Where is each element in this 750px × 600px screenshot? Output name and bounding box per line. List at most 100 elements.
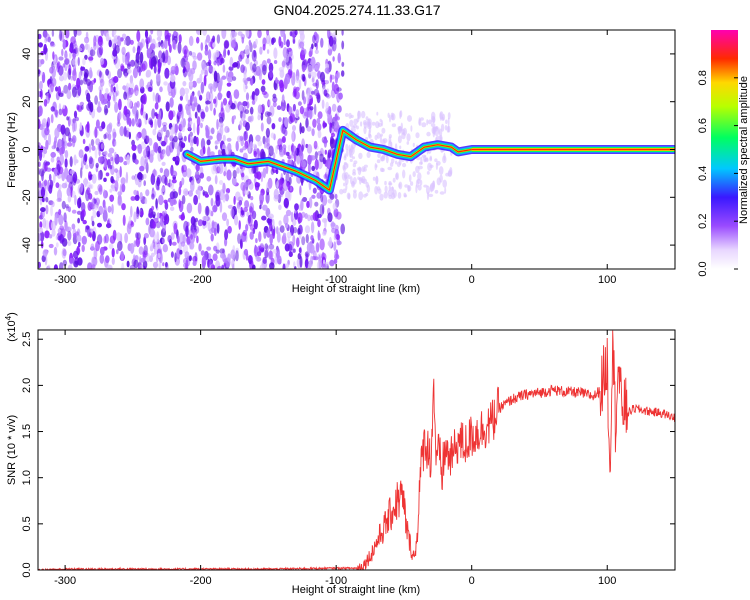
haze-blob [359,167,362,173]
noise-blob [69,52,72,59]
haze-blob [439,191,445,195]
noise-blob [200,42,204,51]
noise-blob [114,101,119,113]
noise-blob [168,91,174,97]
noise-blob [193,218,197,231]
noise-blob [62,72,68,81]
noise-blob [206,176,212,182]
noise-blob [41,197,45,203]
noise-blob [201,255,207,267]
noise-blob [226,169,232,181]
noise-blob [264,249,269,259]
noise-blob [121,46,126,56]
noise-blob [316,242,320,253]
noise-blob [50,205,53,217]
haze-blob [390,141,393,148]
noise-blob [179,249,183,255]
noise-blob [39,231,45,242]
noise-blob [283,214,289,225]
noise-blob [143,236,147,246]
noise-blob [130,196,136,201]
noise-blob [191,94,194,100]
noise-blob [200,69,204,75]
noise-blob [91,173,97,184]
noise-blob [112,94,116,102]
noise-blob [134,194,140,201]
noise-blob [62,63,66,68]
noise-blob [104,233,109,244]
noise-blob [272,93,277,99]
noise-blob [314,159,319,171]
noise-blob [111,204,114,215]
noise-blob [152,243,156,250]
noise-blob [306,93,310,105]
haze-blob [359,177,362,185]
noise-blob [173,30,177,37]
noise-blob [335,234,341,240]
noise-blob [283,232,286,237]
noise-blob [253,50,257,58]
noise-blob [132,46,136,54]
haze-blob [402,162,407,168]
noise-blob [258,245,262,254]
noise-blob [208,184,214,196]
noise-blob [99,70,102,78]
haze-blob [444,124,448,131]
noise-blob [171,179,177,184]
noise-blob [337,105,342,113]
noise-blob [196,30,202,36]
noise-blob [195,164,200,172]
noise-blob [108,243,114,250]
noise-blob [69,257,75,265]
noise-blob [240,238,243,250]
haze-blob [363,126,367,135]
noise-blob [197,219,204,227]
noise-blob [233,89,240,99]
spectrogram-ylabel: Frequency (Hz) [6,112,18,188]
noise-blob [219,180,224,185]
noise-blob [314,103,317,115]
y-tick-label: 0 [21,146,33,152]
noise-blob [269,233,274,245]
haze-blob [367,118,372,126]
noise-blob [156,30,163,38]
haze-blob [400,122,403,132]
noise-blob [57,138,63,148]
haze-blob [423,184,428,188]
noise-blob [196,116,201,127]
noise-blob [317,111,323,119]
noise-blob [131,118,135,127]
noise-blob [118,111,122,120]
noise-blob [319,153,324,163]
noise-blob [90,202,94,209]
noise-blob [273,47,278,59]
noise-blob [320,192,324,203]
noise-blob [66,90,72,100]
spectrogram-noise-cloud [38,30,453,269]
noise-blob [182,80,187,87]
noise-blob [210,210,214,217]
noise-blob [212,35,216,43]
noise-blob [292,234,296,246]
noise-blob [217,149,222,156]
haze-blob [346,192,351,200]
noise-blob [95,240,100,252]
noise-blob [289,60,293,72]
noise-blob [301,59,308,71]
haze-blob [415,184,418,194]
haze-blob [356,125,359,130]
noise-blob [268,145,274,157]
noise-blob [227,77,233,83]
noise-blob [41,255,46,263]
noise-blob [251,99,256,105]
noise-blob [312,212,318,221]
noise-blob [58,108,63,116]
noise-blob [262,204,268,211]
noise-blob [108,147,115,154]
noise-blob [45,204,49,215]
noise-blob [72,58,76,66]
noise-blob [178,132,183,139]
noise-blob [100,30,105,37]
noise-blob [203,66,209,76]
